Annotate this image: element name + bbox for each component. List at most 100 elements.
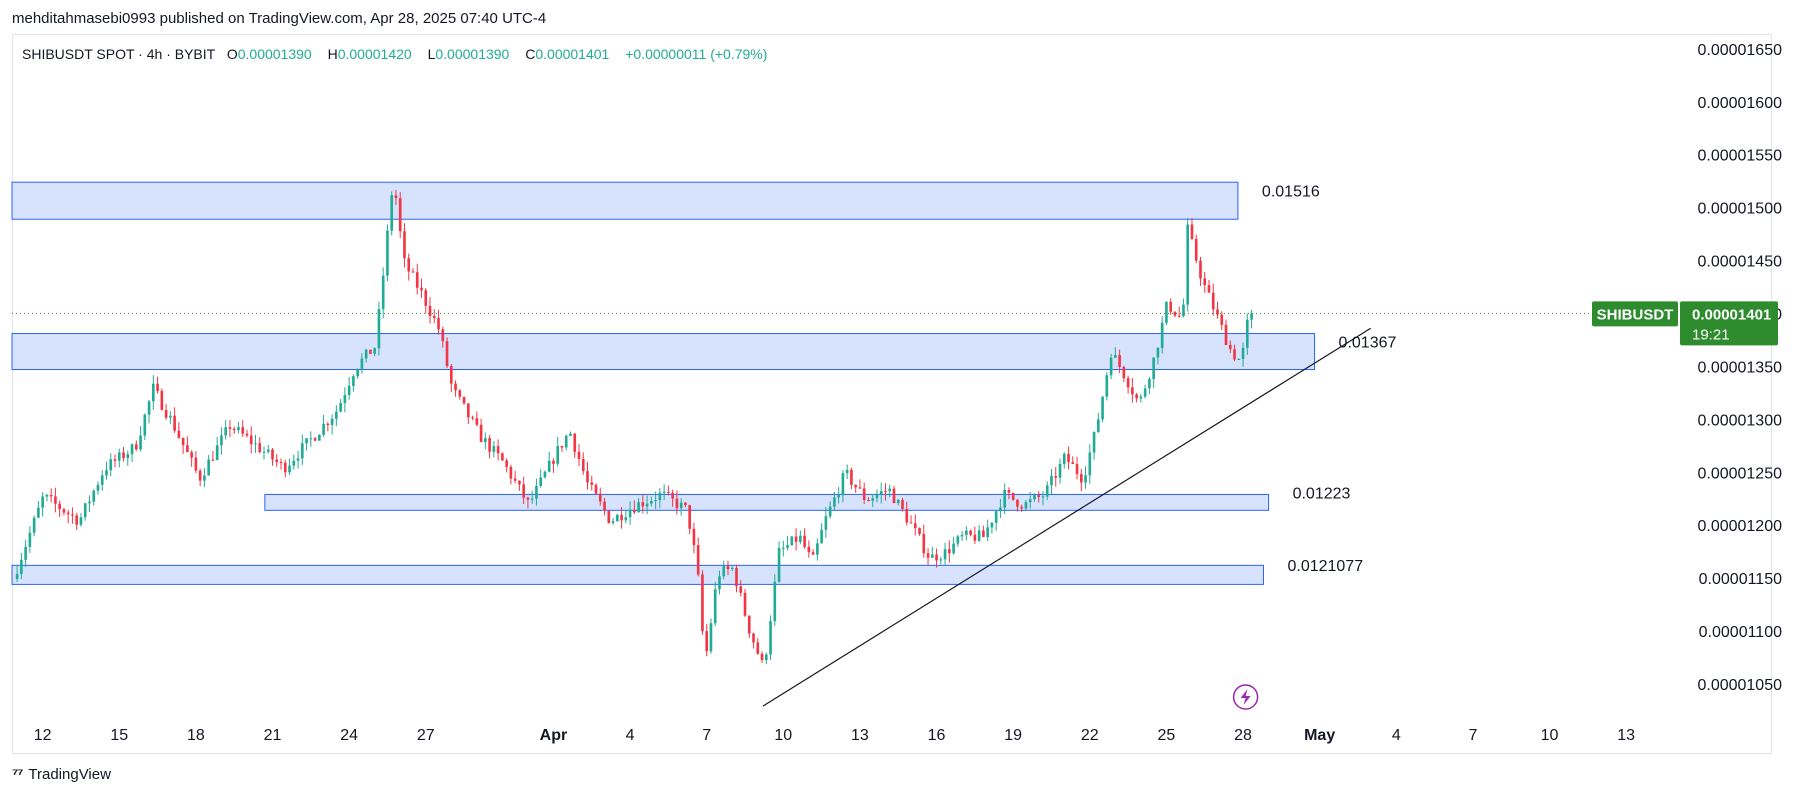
candle-body — [1135, 394, 1138, 399]
candle-body — [1037, 495, 1041, 497]
candle-body — [15, 573, 19, 580]
candle-body — [679, 502, 683, 509]
candle-body — [1011, 492, 1015, 500]
candle-body — [1016, 499, 1019, 507]
candle-body — [854, 484, 858, 488]
candle-body — [152, 383, 155, 402]
candle-body — [922, 534, 926, 554]
candle-body — [994, 511, 998, 523]
candle-body — [735, 567, 738, 587]
zone-label: 0.0121077 — [1287, 558, 1363, 575]
axis-layer: 0.00001650 0.00001600 0.00001550 0.00001500… — [34, 42, 1782, 744]
candle-body — [607, 510, 611, 523]
candle-body — [1062, 453, 1066, 464]
candle-body — [254, 443, 257, 445]
candle-body — [215, 445, 219, 460]
candle-body — [211, 459, 215, 461]
candle-body — [415, 272, 419, 288]
candle-body — [1173, 311, 1177, 316]
candle-body — [969, 530, 972, 535]
candle-body — [28, 532, 32, 547]
candle-body — [641, 502, 645, 507]
candle-body — [1233, 349, 1236, 360]
candle-body — [509, 466, 513, 479]
candle-body — [241, 427, 245, 434]
candle-body — [343, 395, 347, 403]
candle-body — [1079, 474, 1083, 483]
time-tick-label: 22 — [1081, 727, 1099, 744]
candle-body — [1165, 301, 1168, 323]
candle-body — [1186, 224, 1190, 305]
candle-body — [696, 545, 700, 575]
candle-body — [722, 566, 726, 577]
candle-body — [918, 528, 921, 535]
symbol-tag — [1592, 301, 1678, 327]
candle-body — [615, 514, 619, 522]
candle-body — [288, 465, 291, 473]
time-tick-label: 19 — [1004, 727, 1022, 744]
candle-body — [633, 509, 636, 513]
candle-body — [862, 488, 866, 500]
candle-body — [454, 383, 457, 391]
candle-body — [266, 449, 270, 452]
candle-body — [1228, 345, 1232, 350]
chart-frame[interactable] — [12, 34, 1772, 754]
time-tick-label: 4 — [626, 727, 635, 744]
candle-body — [322, 423, 325, 435]
time-tick-label: 13 — [1617, 727, 1635, 744]
candle-body — [1160, 322, 1164, 348]
candle-body — [930, 554, 934, 558]
candle-body — [786, 545, 789, 548]
candle-body — [1190, 224, 1194, 239]
candle-body — [833, 497, 836, 507]
candle-body — [335, 411, 338, 419]
candle-body — [352, 376, 355, 386]
ohlc-legend: SHIBUSDT SPOT · 4h · BYBIT O0.00001390 H… — [22, 46, 767, 62]
candle-body — [249, 435, 253, 445]
candle-body — [330, 418, 334, 425]
candle-body — [637, 502, 640, 513]
candle-body — [432, 315, 436, 319]
candle-body — [283, 462, 287, 473]
candle-body — [1156, 347, 1160, 358]
candle-body — [526, 497, 530, 500]
candle-body — [539, 477, 543, 486]
candle-body — [126, 454, 130, 459]
candle-body — [1020, 506, 1024, 509]
candle-body — [1071, 462, 1075, 465]
candle-body — [245, 433, 249, 436]
candle-body — [896, 499, 900, 504]
candle-body — [662, 491, 666, 493]
candle-body — [318, 434, 321, 441]
candle-body — [479, 424, 483, 443]
candle-body — [181, 437, 185, 446]
candle-body — [475, 418, 479, 425]
symbol-tag-text: SHIBUSDT — [1597, 306, 1674, 323]
candle-body — [1007, 489, 1011, 493]
candle-body — [92, 490, 96, 502]
candle-body — [564, 435, 568, 448]
candle-body — [943, 549, 947, 560]
time-tick-label: 27 — [417, 727, 435, 744]
candle-body — [1024, 502, 1028, 509]
tradingview-logo[interactable]: ⁷⁷ TradingView — [12, 766, 111, 783]
candle-body — [224, 427, 228, 436]
time-tick-label: Apr — [540, 727, 568, 744]
candle-body — [960, 535, 964, 537]
candle-body — [879, 491, 883, 495]
candle-body — [790, 536, 794, 546]
candle-body — [1028, 499, 1032, 503]
candle-body — [1092, 431, 1096, 453]
lines-layer — [12, 312, 1592, 707]
time-tick-label: 16 — [928, 727, 946, 744]
candle-body — [816, 543, 819, 555]
price-tick-label: 0.00001300 — [1697, 412, 1782, 429]
legend-change: +0.00000011 (+0.79%) — [625, 46, 768, 62]
candle-body — [58, 503, 61, 510]
zone-rect — [264, 493, 1270, 511]
candle-body — [645, 503, 649, 507]
candle-body — [1220, 314, 1224, 325]
candle-body — [1054, 476, 1058, 478]
candle-body — [1194, 238, 1198, 261]
